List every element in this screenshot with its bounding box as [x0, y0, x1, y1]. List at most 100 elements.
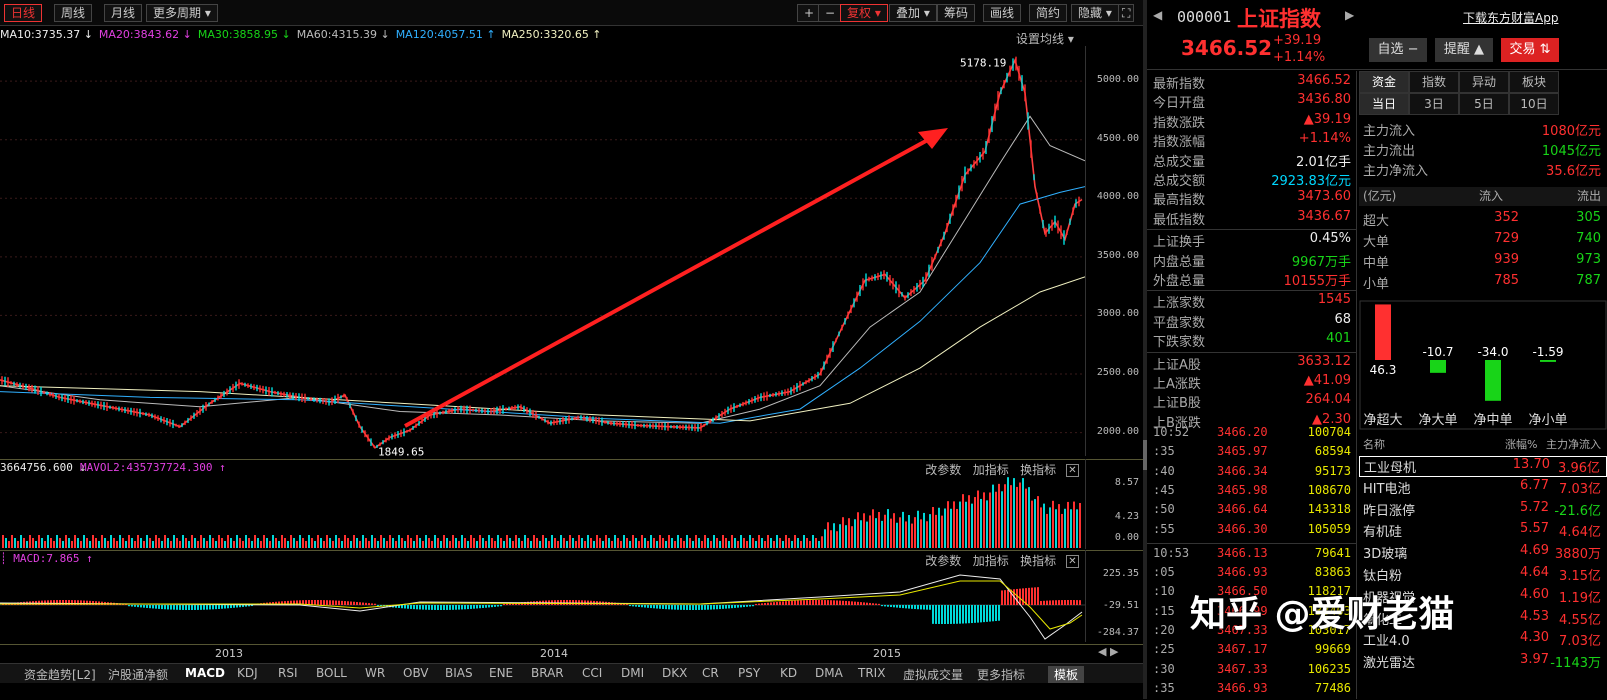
flow-tab-period[interactable]: 当日	[1359, 93, 1409, 115]
volume-bar	[944, 508, 946, 548]
indicator-tab[interactable]: 模板	[1048, 666, 1085, 683]
volume-bar	[209, 535, 211, 548]
macd-change-indicator-button[interactable]: 换指标	[1020, 554, 1057, 568]
flow-head-unit: (亿元)	[1363, 189, 1397, 203]
indicator-tab[interactable]: TRIX	[858, 666, 886, 680]
volume-bar	[23, 538, 25, 548]
volume-bar	[863, 513, 865, 548]
tick-list[interactable]: 10:52 3466.20 100704:35 3465.97 68594:40 3466…	[1147, 423, 1357, 699]
divider-handle[interactable]	[1143, 440, 1147, 470]
sector-row[interactable]: 3D玻璃 4.69 3880万	[1359, 543, 1607, 564]
zoom-out-button[interactable]: −	[818, 4, 843, 22]
adjust-dropdown[interactable]: 复权 ▾	[840, 4, 888, 22]
sector-row[interactable]: 昨日涨停 5.72 -21.6亿	[1359, 500, 1607, 521]
indicator-tab[interactable]: DKX	[662, 666, 688, 680]
volume-bar	[329, 538, 331, 548]
indicator-tab[interactable]: WR	[365, 666, 386, 680]
next-stock-icon[interactable]: ▶	[1345, 8, 1355, 22]
fullscreen-icon[interactable]: ⛶	[1118, 4, 1135, 22]
volume-bar	[803, 535, 805, 548]
indicator-tab[interactable]: 虚拟成交量	[903, 668, 964, 682]
flow-tab-period[interactable]: 5日	[1459, 93, 1509, 115]
period-day-button[interactable]: 日线	[4, 4, 43, 22]
vol-add-indicator-button[interactable]: 加指标	[972, 463, 1009, 477]
macd-bar	[632, 605, 634, 607]
macd-value-text: MACD:7.865 ↑	[13, 552, 93, 565]
flow-tab-top[interactable]: 资金	[1359, 71, 1409, 93]
chips-button[interactable]: 筹码	[937, 4, 976, 22]
indicator-tab[interactable]: 更多指标	[977, 668, 1026, 682]
indicator-tab[interactable]: BOLL	[316, 666, 347, 680]
stat-row: 平盘家数 68	[1147, 312, 1357, 331]
sector-list[interactable]: 名称 涨幅% 主力净流入 工业母机 13.70 3.96亿 HIT电池 6.77 7.03亿 昨日…	[1359, 436, 1607, 699]
volume-bar	[644, 538, 646, 548]
volume-bar	[617, 538, 619, 548]
scroll-arrows[interactable]: ◀ ▶	[1098, 645, 1119, 658]
sector-row[interactable]: 工业4.0 4.30 7.03亿	[1359, 630, 1607, 651]
period-month-button[interactable]: 月线	[104, 4, 143, 22]
more-periods-dropdown[interactable]: 更多周期 ▾	[146, 4, 218, 22]
sector-row[interactable]: 激光雷达 3.97 -1143万	[1359, 652, 1607, 673]
macd-bar	[1022, 588, 1024, 605]
vol-change-indicator-button[interactable]: 换指标	[1020, 463, 1057, 477]
volume-bar	[344, 535, 346, 548]
sector-row[interactable]: 氟化工 4.53 4.55亿	[1359, 609, 1607, 630]
flow-head-in: 流入	[1479, 189, 1504, 203]
low-annotation: 1849.65	[378, 445, 424, 456]
sector-change: 4.64	[1520, 565, 1549, 580]
alert-button[interactable]: 提醒 ▲	[1435, 38, 1493, 62]
overlay-dropdown[interactable]: 叠加 ▾	[889, 4, 937, 22]
indicator-tab[interactable]: 资金趋势[L2]	[24, 668, 96, 682]
indicator-tab[interactable]: BRAR	[531, 666, 564, 680]
panel-divider[interactable]	[1143, 0, 1147, 699]
main-chart[interactable]: 5178.19 1849.65	[0, 46, 1085, 456]
macd-chart[interactable]	[0, 567, 1085, 642]
macd-close-icon[interactable]: ✕	[1066, 555, 1079, 568]
volume-bar	[668, 535, 670, 548]
sector-row[interactable]: 机器视觉 4.60 1.19亿	[1359, 587, 1607, 608]
prev-stock-icon[interactable]: ◀	[1153, 8, 1163, 22]
trend-arrow	[404, 134, 936, 428]
indicator-tab[interactable]: PSY	[738, 666, 761, 680]
indicator-tab[interactable]: MACD	[185, 666, 225, 680]
indicator-tab[interactable]: KDJ	[237, 666, 258, 680]
vol-edit-params-button[interactable]: 改参数	[925, 463, 962, 477]
sector-row[interactable]: 有机硅 5.57 4.64亿	[1359, 521, 1607, 542]
trade-button[interactable]: 交易 ⇅	[1501, 38, 1559, 62]
hide-dropdown[interactable]: 隐藏 ▾	[1071, 4, 1119, 22]
volume-bar	[62, 541, 64, 548]
ma-settings-button[interactable]: 设置均线 ▾	[1016, 32, 1074, 46]
volume-bar	[98, 541, 100, 548]
flow-tab-top[interactable]: 板块	[1509, 71, 1559, 93]
volume-bar	[701, 541, 703, 548]
indicator-tab[interactable]: RSI	[278, 666, 298, 680]
flow-tab-top[interactable]: 异动	[1459, 71, 1509, 93]
flow-tab-period[interactable]: 3日	[1409, 93, 1459, 115]
simple-button[interactable]: 简约	[1029, 4, 1068, 22]
macd-add-indicator-button[interactable]: 加指标	[972, 554, 1009, 568]
macd-bar	[236, 605, 238, 608]
download-app-link[interactable]: 下载东方财富App	[1463, 11, 1559, 25]
flow-tab-period[interactable]: 10日	[1509, 93, 1559, 115]
volume-chart[interactable]	[0, 476, 1085, 548]
indicator-tab[interactable]: CCI	[582, 666, 603, 680]
indicator-tab[interactable]: CR	[702, 666, 719, 680]
indicator-tab[interactable]: 沪股通净额	[108, 668, 169, 682]
macd-edit-params-button[interactable]: 改参数	[925, 554, 962, 568]
indicator-tab[interactable]: DMI	[621, 666, 645, 680]
watchlist-button[interactable]: 自选 −	[1369, 38, 1427, 62]
volume-bar	[113, 538, 115, 548]
vol-close-icon[interactable]: ✕	[1066, 464, 1079, 477]
indicator-tab[interactable]: ENE	[489, 666, 514, 680]
indicator-tab[interactable]: DMA	[815, 666, 843, 680]
sector-row[interactable]: 钛白粉 4.64 3.15亿	[1359, 565, 1607, 586]
draw-button[interactable]: 画线	[983, 4, 1022, 22]
indicator-tab[interactable]: OBV	[403, 666, 429, 680]
indicator-tab[interactable]: KD	[780, 666, 798, 680]
sector-row[interactable]: 工业母机 13.70 3.96亿	[1359, 456, 1607, 477]
sector-row[interactable]: HIT电池 6.77 7.03亿	[1359, 478, 1607, 499]
indicator-tab[interactable]: BIAS	[445, 666, 473, 680]
volume-bar	[527, 538, 529, 548]
period-week-button[interactable]: 周线	[54, 4, 93, 22]
flow-tab-top[interactable]: 指数	[1409, 71, 1459, 93]
